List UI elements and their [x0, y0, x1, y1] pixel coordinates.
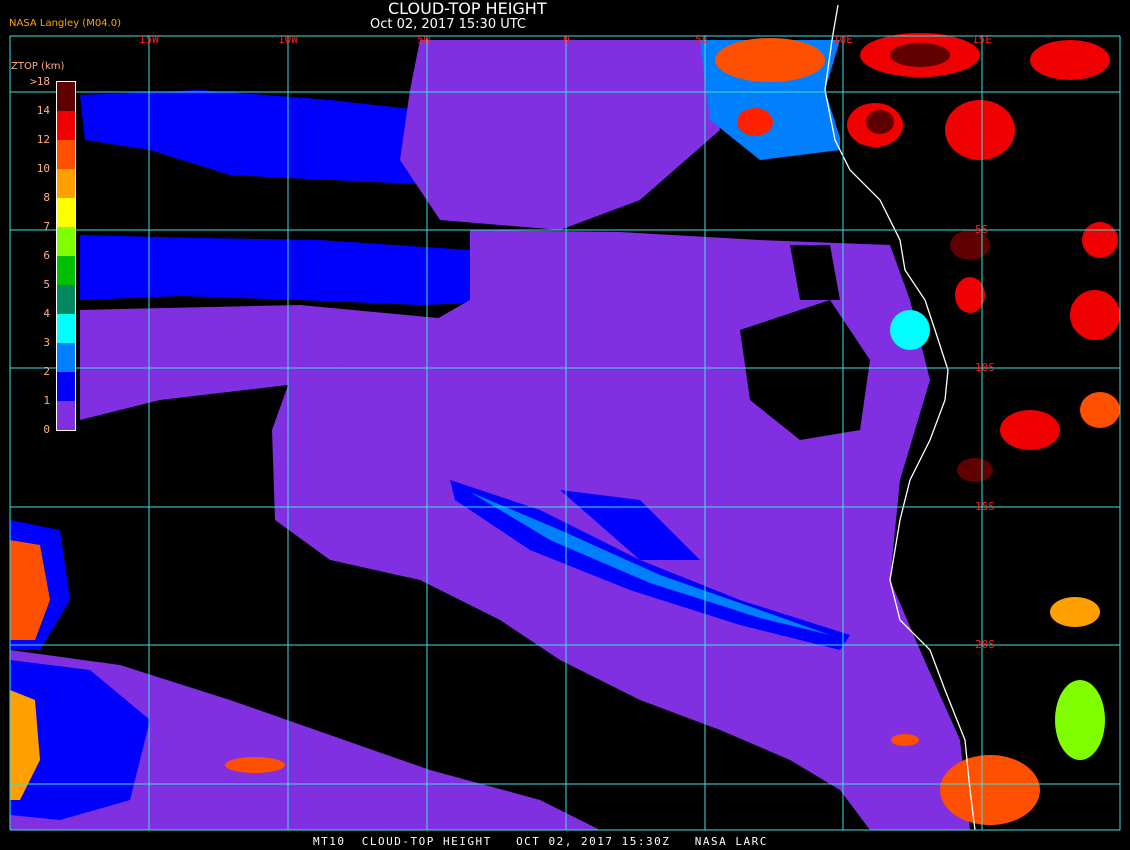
convective-cloud — [1030, 40, 1110, 80]
convective-cloud — [890, 43, 950, 67]
clear-sky — [740, 300, 870, 440]
convective-cloud — [955, 277, 985, 313]
legend-label: 3 — [43, 336, 50, 349]
cloud-region-blue — [80, 90, 470, 185]
legend-swatch — [57, 198, 75, 227]
legend-label: 7 — [43, 220, 50, 233]
convective-cloud — [1080, 392, 1120, 428]
map-title: CLOUD-TOP HEIGHT — [388, 0, 547, 18]
map-datetime: Oct 02, 2017 15:30 UTC — [370, 17, 526, 32]
longitude-label: 10E — [833, 33, 853, 46]
latitude-label: 10S — [975, 361, 995, 374]
legend-swatch — [57, 343, 75, 372]
convective-cloud — [715, 38, 825, 82]
cloud-region-blue — [10, 660, 150, 820]
convective-cloud — [940, 755, 1040, 825]
legend-swatch — [57, 285, 75, 314]
legend-title: ZTOP (km) — [11, 61, 65, 72]
legend-label: 0 — [43, 423, 50, 436]
convective-cloud — [10, 690, 40, 800]
legend-label: 4 — [43, 307, 50, 320]
convective-cloud — [10, 540, 50, 640]
longitude-label: 15E — [972, 33, 992, 46]
convective-cloud — [890, 310, 930, 350]
convective-cloud — [950, 230, 990, 260]
longitude-label: 0 — [563, 33, 570, 46]
legend-label: 6 — [43, 249, 50, 262]
convective-cloud — [225, 757, 285, 773]
legend-label: >18 — [30, 75, 50, 88]
convective-cloud — [891, 734, 919, 746]
producer-label: NASA Langley (M04.0) — [9, 18, 121, 29]
legend-swatch — [57, 372, 75, 401]
convective-cloud — [957, 458, 993, 482]
longitude-label: 5E — [695, 33, 709, 46]
cloud-region-purple — [80, 305, 470, 420]
legend-swatch — [57, 82, 75, 111]
convective-cloud — [945, 100, 1015, 160]
legend-swatch — [57, 140, 75, 169]
legend-label: 2 — [43, 365, 50, 378]
legend-swatch — [57, 314, 75, 343]
legend-colorbar — [56, 81, 76, 431]
longitude-label: 5W — [417, 33, 431, 46]
legend-label: 1 — [43, 394, 50, 407]
clear-sky — [790, 245, 840, 300]
longitude-label: 10W — [278, 33, 298, 46]
footer-caption: MT10 CLOUD-TOP HEIGHT OCT 02, 2017 15:30… — [313, 835, 768, 848]
cloud-region-purple — [10, 650, 600, 830]
longitude-label: 15W — [139, 33, 159, 46]
latitude-label: 5S — [975, 223, 989, 236]
legend-label: 5 — [43, 278, 50, 291]
legend-label: 12 — [36, 133, 50, 146]
convective-cloud — [1000, 410, 1060, 450]
cloud-region-purple — [400, 40, 720, 230]
legend-swatch — [57, 401, 75, 430]
convective-cloud — [1050, 597, 1100, 627]
convective-cloud — [1082, 222, 1118, 258]
convective-cloud — [866, 110, 894, 134]
latitude-label: 15S — [975, 500, 995, 513]
legend-swatch — [57, 227, 75, 256]
legend-swatch — [57, 256, 75, 285]
legend-swatch — [57, 169, 75, 198]
convective-cloud — [737, 108, 773, 136]
cloud-imagery — [10, 33, 1120, 830]
lat-lon-grid — [9, 35, 1121, 831]
convective-cloud — [1070, 290, 1120, 340]
cloud-region-blue — [80, 235, 560, 305]
legend-label: 14 — [36, 104, 50, 117]
legend-label: 10 — [36, 162, 50, 175]
legend-swatch — [57, 111, 75, 140]
latitude-label: 20S — [975, 638, 995, 651]
convective-cloud — [1055, 680, 1105, 760]
clear-sky — [60, 500, 850, 830]
legend-label: 8 — [43, 191, 50, 204]
